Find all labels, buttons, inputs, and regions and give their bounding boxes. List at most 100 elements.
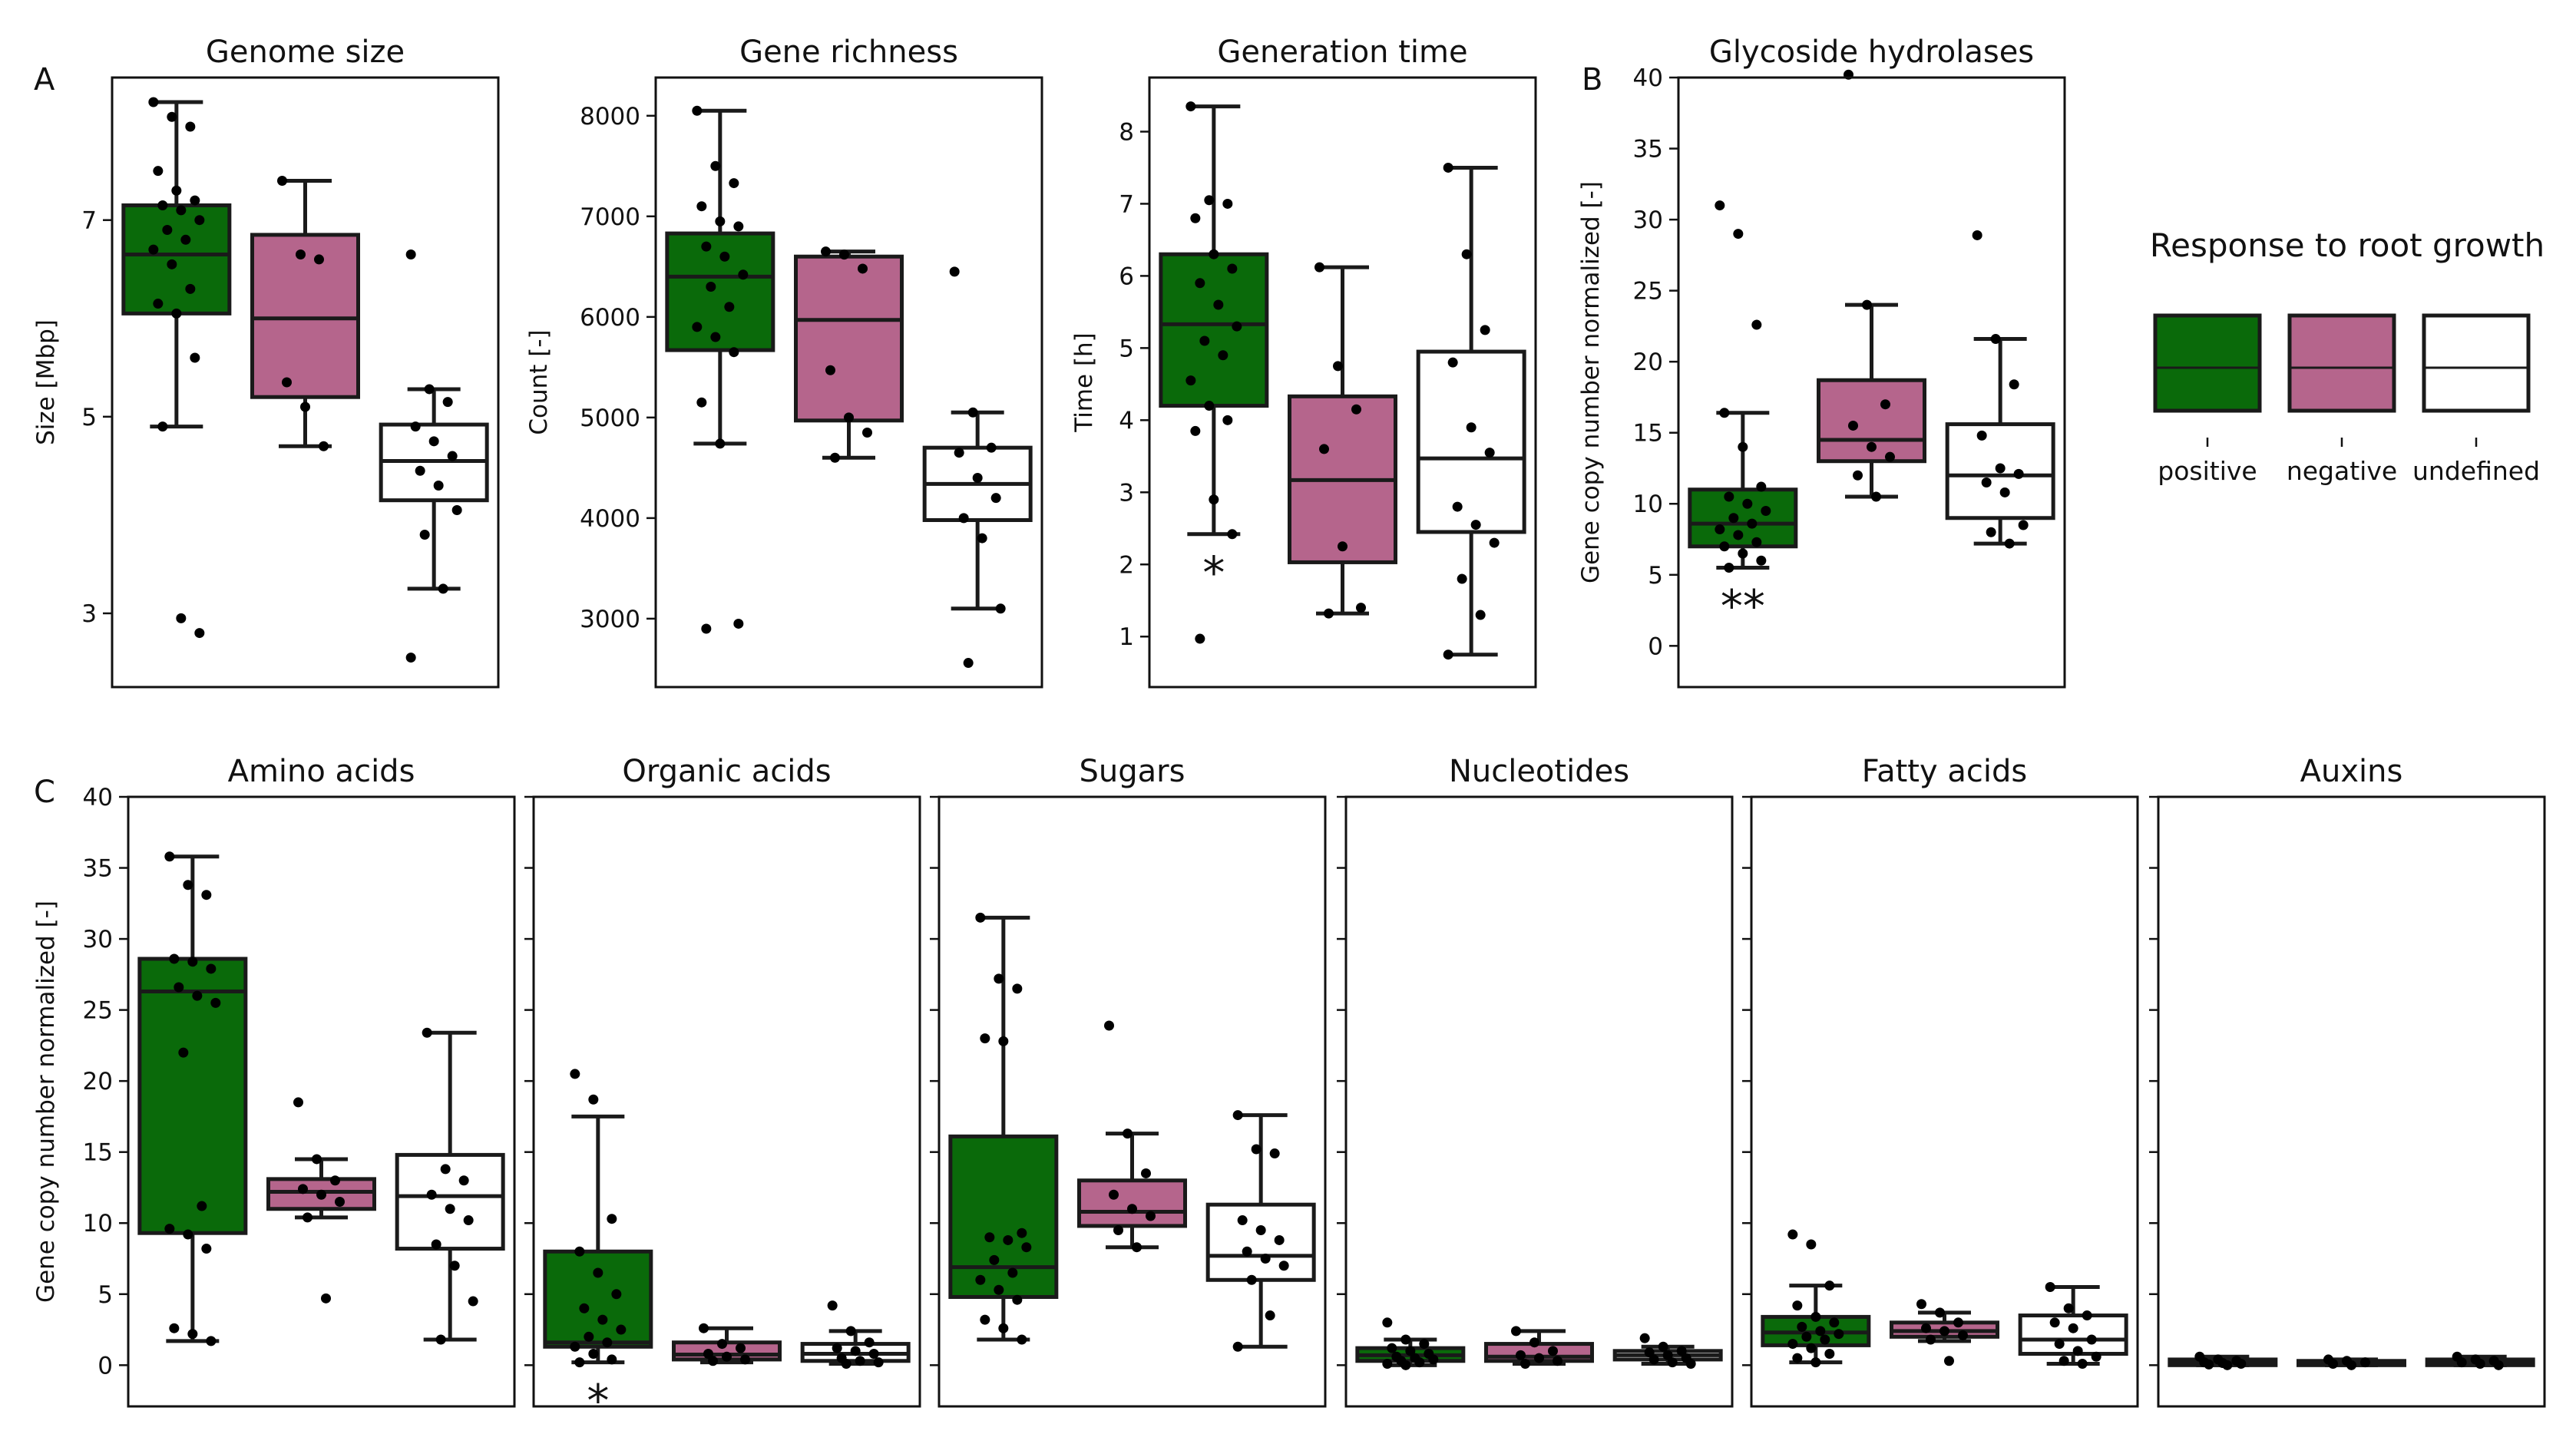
data-point bbox=[821, 246, 831, 257]
data-point bbox=[1921, 1323, 1931, 1333]
data-point bbox=[1662, 1350, 1673, 1360]
data-point bbox=[171, 185, 182, 196]
data-point bbox=[185, 283, 196, 294]
data-point bbox=[1806, 1343, 1817, 1353]
box-negative bbox=[1484, 1326, 1594, 1369]
data-point bbox=[579, 1303, 590, 1313]
box-positive bbox=[1355, 1317, 1466, 1370]
data-point bbox=[1269, 1148, 1280, 1159]
chart-panel-9: Fatty acids bbox=[1742, 754, 2139, 1408]
box-negative bbox=[2297, 1354, 2406, 1370]
data-point bbox=[1260, 1254, 1271, 1264]
data-point bbox=[192, 990, 203, 1001]
legend-item-negative: negative bbox=[2287, 313, 2397, 486]
data-point bbox=[2058, 1356, 2069, 1366]
data-point bbox=[419, 530, 430, 540]
data-point bbox=[2045, 1282, 2055, 1293]
data-point bbox=[1792, 1353, 1803, 1363]
data-point bbox=[949, 266, 960, 277]
data-point bbox=[611, 1289, 622, 1300]
data-point bbox=[825, 365, 835, 375]
data-point bbox=[984, 1232, 995, 1243]
y-tick-label: 0 bbox=[98, 1352, 113, 1380]
data-point bbox=[1810, 1357, 1821, 1368]
data-point bbox=[1209, 249, 1219, 259]
data-point bbox=[2068, 1323, 2078, 1333]
chart-panel-7: Sugars bbox=[930, 754, 1327, 1408]
data-point bbox=[954, 448, 964, 458]
data-point bbox=[1237, 1215, 1248, 1226]
data-point bbox=[433, 480, 444, 491]
data-point bbox=[1972, 230, 1982, 240]
y-tick-label: 8 bbox=[1119, 118, 1134, 146]
y-axis-label: Time [h] bbox=[1070, 332, 1098, 433]
y-tick-label: 5000 bbox=[580, 405, 640, 432]
chart-panel-5: Amino acids C Gene copy number normalized … bbox=[32, 754, 516, 1408]
data-point bbox=[1012, 1294, 1023, 1305]
data-point bbox=[990, 493, 1001, 504]
data-point bbox=[330, 1175, 340, 1186]
data-point bbox=[980, 1033, 990, 1044]
data-point bbox=[1213, 299, 1224, 310]
data-point bbox=[1935, 1307, 1945, 1318]
data-point bbox=[717, 1339, 727, 1350]
data-point bbox=[1806, 1239, 1817, 1250]
data-point bbox=[1810, 1311, 1821, 1322]
data-point bbox=[602, 1337, 613, 1348]
box-negative bbox=[266, 1097, 376, 1304]
box-positive bbox=[1159, 101, 1269, 644]
chart-title: Fatty acids bbox=[1862, 754, 2027, 789]
data-point bbox=[986, 442, 997, 453]
y-tick-label: 40 bbox=[83, 784, 113, 811]
data-point bbox=[1127, 1204, 1137, 1214]
data-point bbox=[972, 472, 983, 483]
data-point bbox=[1185, 101, 1196, 112]
data-point bbox=[293, 1097, 303, 1108]
data-point bbox=[841, 1358, 852, 1369]
data-point bbox=[206, 963, 217, 974]
data-point bbox=[2236, 1358, 2247, 1369]
data-point bbox=[415, 465, 425, 476]
chart-title: Glycoside hydrolases bbox=[1709, 35, 2034, 70]
data-point bbox=[1141, 1168, 1151, 1178]
data-point bbox=[1204, 401, 1215, 411]
data-point bbox=[1400, 1334, 1411, 1345]
data-point bbox=[696, 201, 707, 212]
data-point bbox=[201, 890, 212, 900]
data-point bbox=[1944, 1356, 1954, 1366]
data-point bbox=[1715, 200, 1725, 211]
chart-panel-4: Glycoside hydrolases B Gene copy number no… bbox=[1577, 35, 2066, 689]
y-tick-label: 5 bbox=[1648, 562, 1663, 590]
box-iqr bbox=[1688, 487, 1798, 549]
data-point bbox=[1274, 1234, 1285, 1245]
data-point bbox=[321, 1293, 331, 1304]
y-tick-label: 0 bbox=[1648, 633, 1663, 660]
data-point bbox=[1511, 1326, 1521, 1337]
data-point bbox=[1862, 299, 1872, 310]
box-undefined bbox=[922, 266, 1033, 669]
data-point bbox=[1834, 1329, 1844, 1340]
box-iqr bbox=[121, 203, 232, 316]
chart-panel-3: Generation time Time [h] 1 2 3 4 5 6 7 8 * bbox=[1070, 35, 1537, 689]
data-point bbox=[197, 1201, 207, 1211]
data-point bbox=[435, 1334, 446, 1345]
data-point bbox=[1926, 1334, 1936, 1345]
data-point bbox=[1853, 470, 1863, 481]
data-point bbox=[167, 111, 177, 122]
data-point bbox=[729, 347, 739, 358]
data-point bbox=[1756, 555, 1767, 566]
box-iqr bbox=[1205, 1202, 1316, 1282]
chart-title: Genome size bbox=[206, 35, 405, 70]
data-point bbox=[463, 1215, 474, 1226]
data-point bbox=[839, 249, 849, 260]
chart-panel-1: Genome size A Size [Mbp] 3 5 7 bbox=[32, 35, 500, 689]
data-point bbox=[1227, 263, 1238, 274]
data-point bbox=[975, 1274, 986, 1285]
data-point bbox=[2018, 520, 2029, 530]
data-point bbox=[1246, 1274, 1257, 1285]
chart-panel-10: Auxins bbox=[2149, 754, 2546, 1408]
data-point bbox=[588, 1349, 599, 1360]
data-point bbox=[827, 1300, 838, 1311]
y-axis-label: Size [Mbp] bbox=[32, 319, 60, 445]
data-point bbox=[724, 302, 735, 312]
